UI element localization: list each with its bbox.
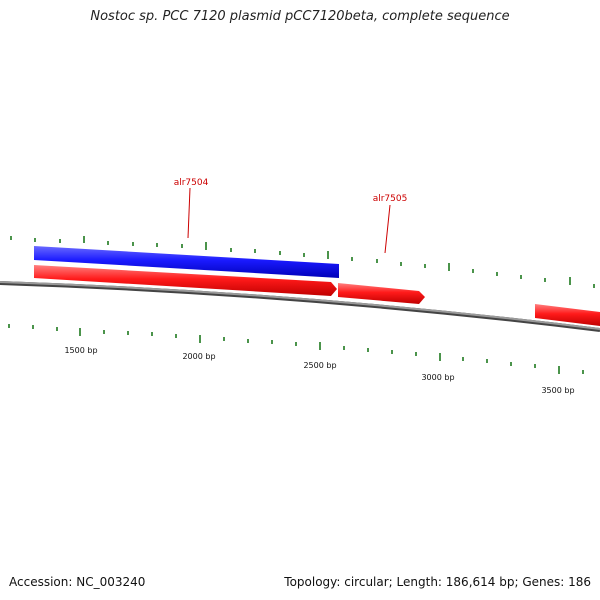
outer-tick-track xyxy=(10,236,595,288)
gene-label-leader-alr7505 xyxy=(384,204,391,254)
accession-label: Accession: NC_003240 xyxy=(9,575,146,589)
scale-label-3000: 3000 bp xyxy=(421,373,454,382)
scale-label-1500: 1500 bp xyxy=(64,346,97,355)
genome-summary: Topology: circular; Length: 186,614 bp; … xyxy=(284,575,591,589)
scale-label-3500: 3500 bp xyxy=(541,386,574,395)
gene-label-alr7505[interactable]: alr7505 xyxy=(373,194,408,204)
inner-tick-track xyxy=(8,324,584,374)
gene-feature-next[interactable] xyxy=(535,304,600,326)
backbone-shadow xyxy=(0,281,600,332)
map-title: Nostoc sp. PCC 7120 plasmid pCC7120beta,… xyxy=(90,9,510,24)
gene-feature-alr7504-forward[interactable] xyxy=(34,246,339,278)
gene-label-alr7504[interactable]: alr7504 xyxy=(174,178,209,188)
gene-feature-alr7504-reverse[interactable] xyxy=(34,265,337,296)
scale-label-2500: 2500 bp xyxy=(303,361,336,370)
backbone-line xyxy=(0,281,600,330)
scale-label-2000: 2000 bp xyxy=(182,352,215,361)
gene-feature-alr7505[interactable] xyxy=(338,283,425,304)
gene-label-leader-alr7504 xyxy=(187,187,191,239)
